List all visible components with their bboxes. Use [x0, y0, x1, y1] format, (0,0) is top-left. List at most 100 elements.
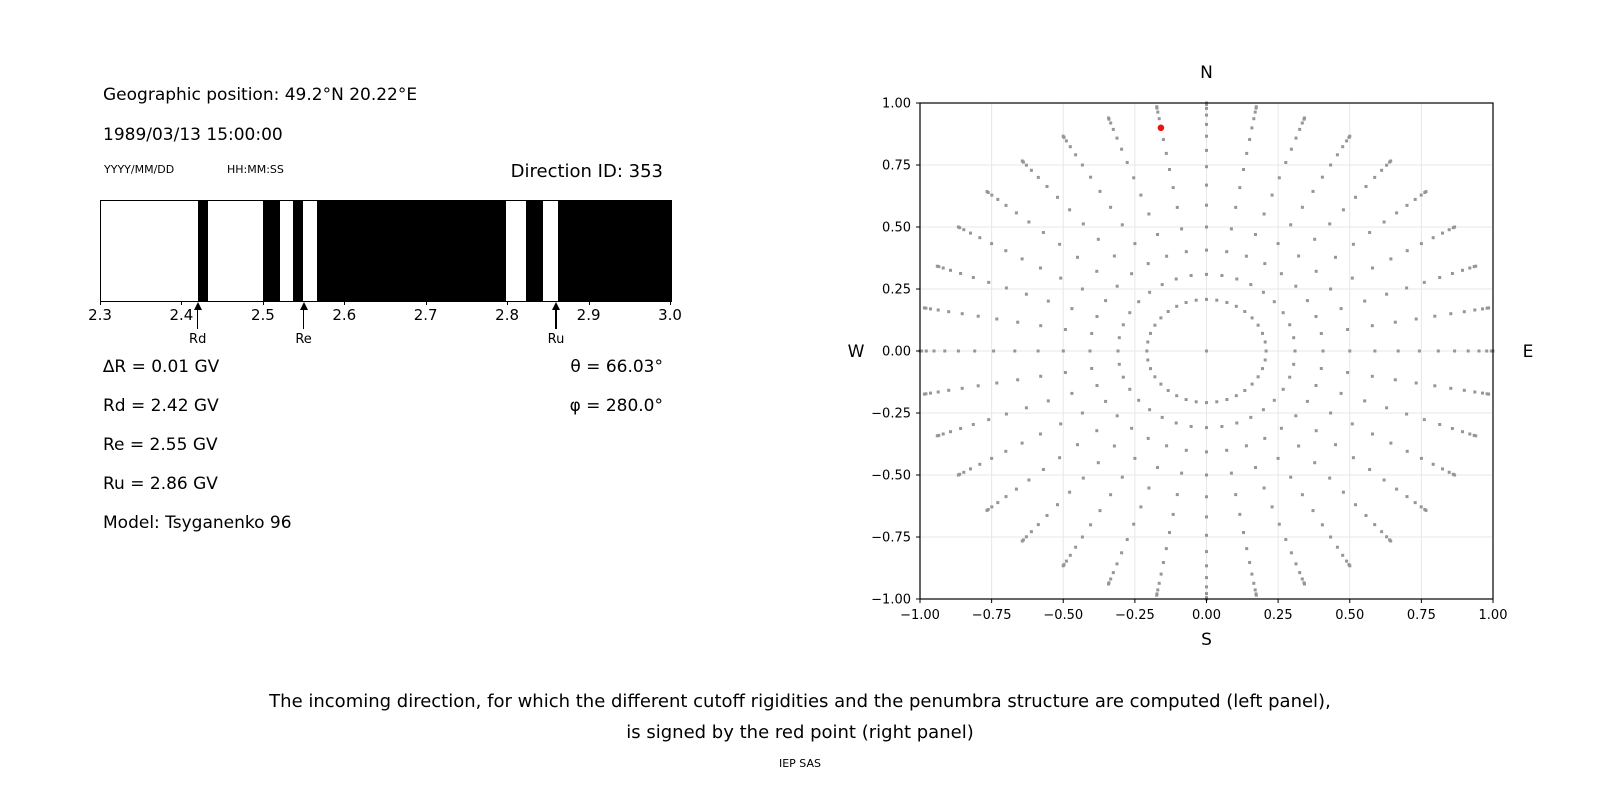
direction-id-text: Direction ID: 353	[510, 161, 663, 182]
direction-grid-dot	[1263, 262, 1267, 266]
direction-grid-dot	[1095, 269, 1099, 273]
x-axis-tick-label: −1.00	[900, 608, 940, 623]
selected-direction-point	[1157, 124, 1165, 132]
direction-grid-dot	[1264, 349, 1268, 353]
direction-grid-dot	[1056, 195, 1059, 199]
direction-grid-dot	[1305, 299, 1309, 303]
direction-grid-dot	[1088, 349, 1092, 353]
direction-grid-dot	[1373, 175, 1377, 179]
direction-grid-dot	[1419, 505, 1423, 509]
cutoff-arrow-shaft	[197, 309, 199, 329]
direction-grid-dot	[1146, 340, 1150, 344]
forbidden-band	[197, 201, 208, 301]
direction-grid-dot	[1474, 264, 1478, 268]
forbidden-band	[263, 201, 281, 301]
direction-grid-dot	[1252, 117, 1256, 121]
direction-grid-dot	[1382, 220, 1386, 224]
cutoff-marker-label: Rd	[189, 332, 207, 347]
direction-grid-dot	[987, 280, 991, 284]
direction-grid-dot	[1004, 412, 1008, 416]
direction-grid-dot	[1389, 257, 1393, 261]
y-axis-tick-label: −0.75	[871, 531, 911, 546]
direction-grid-dot	[1205, 113, 1208, 117]
direction-grid-dot	[1438, 276, 1442, 279]
direction-grid-dot	[1311, 189, 1315, 193]
direction-grid-dot	[1300, 577, 1304, 581]
direction-grid-dot	[949, 430, 952, 434]
direction-grid-dot	[1350, 422, 1354, 426]
direction-grid-dot	[1385, 406, 1389, 410]
direction-grid-dot	[943, 349, 947, 353]
direction-grid-dot	[1205, 585, 1208, 589]
direction-grid-dot	[1080, 535, 1084, 539]
direction-grid-dot	[1225, 398, 1229, 401]
date-format-label: YYYY/MM/DD	[104, 163, 175, 176]
direction-grid-dot	[1294, 562, 1298, 566]
direction-grid-dot	[1485, 349, 1489, 353]
direction-grid-dot	[1205, 248, 1208, 252]
direction-grid-dot	[1405, 412, 1409, 416]
direction-grid-dot	[1345, 139, 1349, 143]
direction-grid-dot	[1461, 430, 1464, 434]
direction-grid-dot	[1061, 349, 1065, 353]
forbidden-band	[293, 201, 303, 301]
direction-grid-dot	[1004, 249, 1008, 253]
direction-grid-dot	[985, 508, 989, 512]
direction-grid-dot	[1184, 250, 1188, 254]
direction-grid-dot	[1024, 535, 1028, 539]
direction-grid-dot	[1205, 401, 1208, 405]
penumbra-axis-tick-label: 2.6	[332, 306, 357, 324]
direction-grid-dot	[1313, 461, 1317, 465]
direction-grid-dot	[932, 349, 936, 353]
direction-grid-dot	[1354, 503, 1357, 507]
direction-grid-dot	[1419, 242, 1423, 246]
direction-grid-dot	[1161, 561, 1165, 564]
direction-grid-dot	[1272, 300, 1276, 304]
direction-grid-dot	[1329, 287, 1333, 291]
direction-grid-dot	[1149, 367, 1152, 371]
direction-grid-dot	[1300, 121, 1304, 125]
direction-grid-dot	[1074, 545, 1078, 549]
direction-grid-dot	[996, 501, 1000, 505]
direction-grid-dot	[1235, 421, 1239, 425]
y-axis-tick-label: 1.00	[882, 97, 911, 112]
direction-grid-dot	[1155, 105, 1159, 109]
direction-grid-dot	[1364, 185, 1368, 188]
direction-grid-dot	[1348, 134, 1352, 138]
direction-grid-dot	[1068, 145, 1072, 149]
direction-grid-dot	[1234, 493, 1238, 497]
direction-grid-dot	[1046, 299, 1050, 303]
direction-grid-dot	[1438, 423, 1442, 426]
direction-grid-dot	[1405, 249, 1409, 253]
direction-grid-dot	[1481, 307, 1484, 311]
direction-grid-dot	[1125, 538, 1129, 541]
direction-grid-dot	[1462, 310, 1466, 314]
penumbra-axis-tick-label: 2.3	[88, 306, 112, 324]
x-axis-tick-label: 0.75	[1407, 608, 1436, 623]
direction-grid-dot	[959, 272, 963, 275]
direction-grid-dot	[1314, 315, 1318, 318]
direction-grid-dot	[1389, 159, 1393, 163]
direction-grid-dot	[1175, 394, 1179, 398]
direction-grid-dot	[1024, 406, 1028, 410]
direction-grid-dot	[1441, 231, 1444, 235]
direction-grid-dot	[1250, 126, 1254, 130]
direction-grid-dot	[1468, 266, 1472, 270]
direction-grid-dot	[1368, 468, 1372, 471]
direction-grid-dot	[1041, 468, 1045, 471]
geographic-position-text: Geographic position: 49.2°N 20.22°E	[103, 85, 418, 105]
penumbra-plot	[100, 200, 672, 302]
direction-grid-dot	[1225, 448, 1229, 452]
direction-grid-dot	[1004, 203, 1008, 207]
direction-grid-dot	[1292, 336, 1296, 340]
direction-grid-dot	[1139, 505, 1143, 509]
direction-grid-dot	[1389, 539, 1393, 543]
direction-grid-dot	[1153, 375, 1157, 379]
direction-grid-dot	[1225, 250, 1229, 254]
direction-grid-dot	[1104, 299, 1108, 303]
direction-grid-dot	[1180, 471, 1184, 475]
direction-grid-dot	[1354, 195, 1357, 199]
footer-credit: IEP SAS	[778, 757, 822, 770]
y-axis-tick-label: 0.25	[882, 283, 911, 298]
direction-grid-dot	[1345, 559, 1349, 563]
